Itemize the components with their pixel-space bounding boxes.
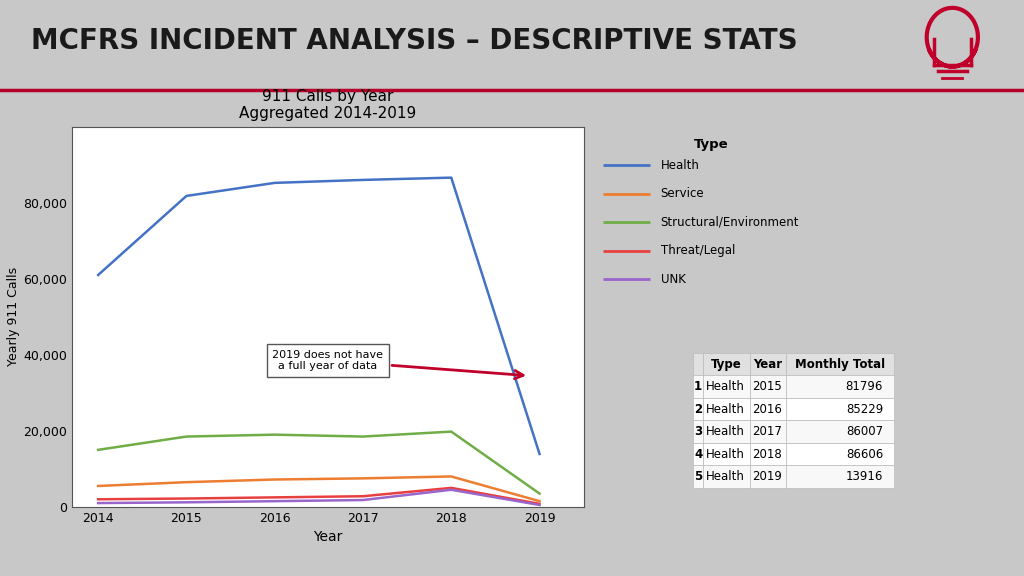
Structural/Environment <box>356 433 369 440</box>
X-axis label: Year: Year <box>313 530 342 544</box>
Health <box>180 192 193 199</box>
Text: Type: Type <box>694 138 728 150</box>
Health <box>356 176 369 183</box>
Service <box>534 498 546 505</box>
Threat/Legal <box>268 494 281 501</box>
Line: UNK: UNK <box>98 490 540 505</box>
Service <box>356 475 369 482</box>
Service <box>268 476 281 483</box>
UNK <box>356 497 369 503</box>
Title: 911 Calls by Year
Aggregated 2014-2019: 911 Calls by Year Aggregated 2014-2019 <box>239 89 417 122</box>
Service <box>180 479 193 486</box>
UNK <box>445 486 458 493</box>
Threat/Legal <box>534 501 546 507</box>
Health <box>445 174 458 181</box>
Text: Threat/Legal: Threat/Legal <box>660 244 735 257</box>
Text: UNK: UNK <box>660 273 685 286</box>
Line: Health: Health <box>98 177 540 454</box>
UNK <box>268 498 281 505</box>
Threat/Legal <box>180 495 193 502</box>
Text: Health: Health <box>660 159 699 172</box>
UNK <box>92 499 104 506</box>
Text: Service: Service <box>660 187 705 200</box>
Text: 2019 does not have
a full year of data: 2019 does not have a full year of data <box>272 350 523 379</box>
Health <box>534 450 546 457</box>
Line: Service: Service <box>98 476 540 501</box>
UNK <box>534 502 546 509</box>
Text: Structural/Environment: Structural/Environment <box>660 216 799 229</box>
Service <box>92 483 104 490</box>
Line: Structural/Environment: Structural/Environment <box>98 431 540 494</box>
Structural/Environment <box>534 490 546 497</box>
Threat/Legal <box>356 493 369 500</box>
Threat/Legal <box>445 484 458 491</box>
Structural/Environment <box>180 433 193 440</box>
Health <box>268 179 281 186</box>
UNK <box>180 499 193 506</box>
Structural/Environment <box>268 431 281 438</box>
Service <box>445 473 458 480</box>
Line: Threat/Legal: Threat/Legal <box>98 488 540 504</box>
Health <box>92 271 104 278</box>
Text: MCFRS INCIDENT ANALYSIS – DESCRIPTIVE STATS: MCFRS INCIDENT ANALYSIS – DESCRIPTIVE ST… <box>31 27 798 55</box>
Threat/Legal <box>92 496 104 503</box>
Structural/Environment <box>445 428 458 435</box>
Structural/Environment <box>92 446 104 453</box>
Y-axis label: Yearly 911 Calls: Yearly 911 Calls <box>7 267 20 366</box>
